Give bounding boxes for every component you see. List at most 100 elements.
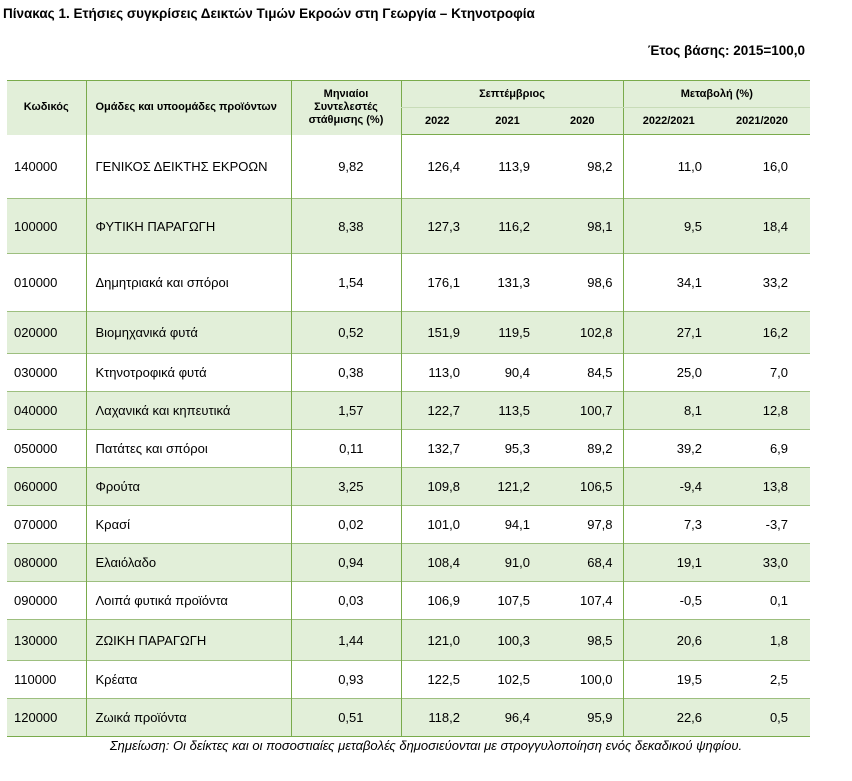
- cell-2020: 97,8: [587, 517, 613, 532]
- cell-2021: 107,5: [497, 593, 530, 608]
- cell-weight: 0,52: [290, 311, 401, 354]
- cell-2021: 95,3: [504, 441, 530, 456]
- cell-2020: 98,5: [542, 619, 624, 661]
- cell-code: 070000: [14, 517, 58, 532]
- table-row: 020000 Βιομηχανικά φυτά 0,52 151,9 119,5 102,…: [7, 311, 811, 354]
- header-month: Σεπτέμβριος: [400, 80, 624, 108]
- cell-change-2022-2021: 7,3: [622, 505, 715, 544]
- cell-change-2021-2020: 7,0: [769, 365, 789, 380]
- header-change: Μεταβολή (%): [622, 80, 811, 108]
- cell-2021: 113,9: [498, 159, 530, 174]
- header-change-2021-2020: 2021/2020: [714, 107, 811, 135]
- cell-2020: 100,0: [579, 672, 613, 687]
- cell-weight: 1,54: [290, 253, 401, 312]
- cell-change-2021-2020: 33,2: [762, 275, 789, 290]
- cell-2020: 84,5: [587, 365, 613, 380]
- table-row: 050000 Πατάτες και σπόροι 0,11 132,7 95,3 89,…: [7, 429, 811, 468]
- cell-name: Κτηνοτροφικά φυτά: [85, 353, 291, 392]
- cell-weight: 1,44: [290, 619, 401, 661]
- cell-2020: 107,4: [579, 593, 613, 608]
- table-row: 110000 Κρέατα 0,93 122,5 102,5 100,0 19,5 2,5: [7, 660, 811, 699]
- cell-2022: 176,1: [400, 253, 473, 312]
- cell-change-2022-2021: 8,1: [622, 391, 715, 430]
- cell-code: 050000: [14, 441, 58, 456]
- cell-change-2021-2020: 2,5: [769, 672, 789, 687]
- table-body: 140000 ΓΕΝΙΚΟΣ ΔΕΙΚΤΗΣ ΕΚΡΟΩΝ 9,82 126,4 113…: [7, 134, 811, 737]
- header-groups: Ομάδες και υποομάδες προϊόντων: [85, 80, 291, 135]
- cell-code: 080000: [7, 543, 86, 582]
- cell-2022: 122,7: [400, 391, 473, 430]
- cell-2022: 113,0: [400, 353, 473, 392]
- cell-change-2022-2021: -0,5: [622, 581, 715, 620]
- cell-2022: 101,0: [400, 505, 473, 544]
- cell-change-2021-2020: 18,4: [714, 198, 811, 254]
- cell-weight: 1,57: [290, 391, 401, 430]
- table-row: 140000 ΓΕΝΙΚΟΣ ΔΕΙΚΤΗΣ ΕΚΡΟΩΝ 9,82 126,4 113…: [7, 134, 811, 199]
- cell-2021: 91,0: [473, 543, 542, 582]
- table-row: 060000 Φρούτα 3,25 109,8 121,2 106,5 -9,4 13,8: [7, 467, 811, 506]
- cell-2022: 109,8: [400, 467, 473, 506]
- cell-2020: 106,5: [542, 467, 624, 506]
- cell-code: 130000: [7, 619, 86, 661]
- cell-name: Βιομηχανικά φυτά: [85, 311, 291, 354]
- cell-2020: 95,9: [542, 698, 624, 737]
- cell-2021: 119,5: [473, 311, 542, 354]
- cell-2021: 90,4: [504, 365, 530, 380]
- cell-change-2021-2020: 33,0: [714, 543, 811, 582]
- cell-name: ΓΕΝΙΚΟΣ ΔΕΙΚΤΗΣ ΕΚΡΟΩΝ: [85, 134, 291, 199]
- cell-weight: 9,82: [290, 134, 401, 199]
- cell-weight: 0,03: [290, 581, 401, 620]
- cell-change-2022-2021: 19,1: [622, 543, 715, 582]
- table-row: 040000 Λαχανικά και κηπευτικά 1,57 122,7 113…: [7, 391, 811, 430]
- cell-2021: 116,2: [473, 198, 542, 254]
- cell-change-2022-2021: 19,5: [622, 660, 715, 699]
- footnote: Σημείωση: Οι δείκτες και οι ποσοστιαίες …: [109, 738, 743, 753]
- cell-code: 100000: [7, 198, 86, 254]
- cell-weight: 0,38: [290, 353, 401, 392]
- cell-2020: 98,1: [542, 198, 624, 254]
- cell-change-2022-2021: 20,6: [622, 619, 715, 661]
- cell-change-2021-2020: -3,7: [765, 517, 789, 532]
- cell-2022: 118,2: [400, 698, 473, 737]
- cell-code: 060000: [7, 467, 86, 506]
- cell-2021: 131,3: [497, 275, 530, 290]
- cell-code: 090000: [14, 593, 58, 608]
- cell-change-2021-2020: 13,8: [714, 467, 811, 506]
- table-row: 070000 Κρασί 0,02 101,0 94,1 97,8 7,3 -3,7: [7, 505, 811, 544]
- base-year-label: Έτος βάσης: 2015=100,0: [647, 43, 805, 58]
- table-row: 010000 Δημητριακά και σπόροι 1,54 176,1 131,…: [7, 253, 811, 312]
- table-row: 100000 ΦΥΤΙΚΗ ΠΑΡΑΓΩΓΗ 8,38 127,3 116,2 98,1 9…: [7, 198, 811, 254]
- header-weights: Μηνιαίοι Συντελεστές στάθμισης (%): [290, 80, 401, 135]
- cell-change-2022-2021: -9,4: [622, 467, 715, 506]
- cell-2022: 121,0: [400, 619, 473, 661]
- cell-change-2022-2021: 25,0: [622, 353, 715, 392]
- header-change-2022-2021: 2022/2021: [622, 107, 715, 135]
- cell-change-2022-2021: 11,0: [622, 134, 715, 199]
- table-row: 120000 Ζωικά προϊόντα 0,51 118,2 96,4 95,9 22,…: [7, 698, 811, 737]
- cell-change-2022-2021: 22,6: [622, 698, 715, 737]
- cell-weight: 3,25: [290, 467, 401, 506]
- cell-code: 040000: [7, 391, 86, 430]
- cell-name: Λοιπά φυτικά προϊόντα: [85, 581, 291, 620]
- cell-2021: 102,5: [497, 672, 530, 687]
- cell-weight: 0,51: [290, 698, 401, 737]
- cell-code: 020000: [7, 311, 86, 354]
- cell-name: Κρέατα: [85, 660, 291, 699]
- cell-code: 140000: [14, 158, 58, 174]
- cell-code: 030000: [14, 365, 58, 380]
- cell-change-2021-2020: 12,8: [714, 391, 811, 430]
- cell-name: Λαχανικά και κηπευτικά: [85, 391, 291, 430]
- cell-code: 010000: [14, 275, 58, 290]
- cell-2022: 126,4: [400, 134, 473, 199]
- cell-code: 120000: [7, 698, 86, 737]
- cell-change-2022-2021: 34,1: [622, 253, 715, 312]
- cell-change-2021-2020: 6,9: [769, 441, 789, 456]
- cell-name: Ελαιόλαδο: [85, 543, 291, 582]
- cell-2020: 68,4: [542, 543, 624, 582]
- cell-2020: 89,2: [587, 441, 613, 456]
- table-row: 130000 ΖΩΙΚΗ ΠΑΡΑΓΩΓΗ 1,44 121,0 100,3 98,5 20…: [7, 619, 811, 661]
- cell-change-2022-2021: 39,2: [622, 429, 715, 468]
- cell-change-2021-2020: 0,1: [769, 593, 789, 608]
- cell-2021: 113,5: [473, 391, 542, 430]
- cell-name: ΖΩΙΚΗ ΠΑΡΑΓΩΓΗ: [85, 619, 291, 661]
